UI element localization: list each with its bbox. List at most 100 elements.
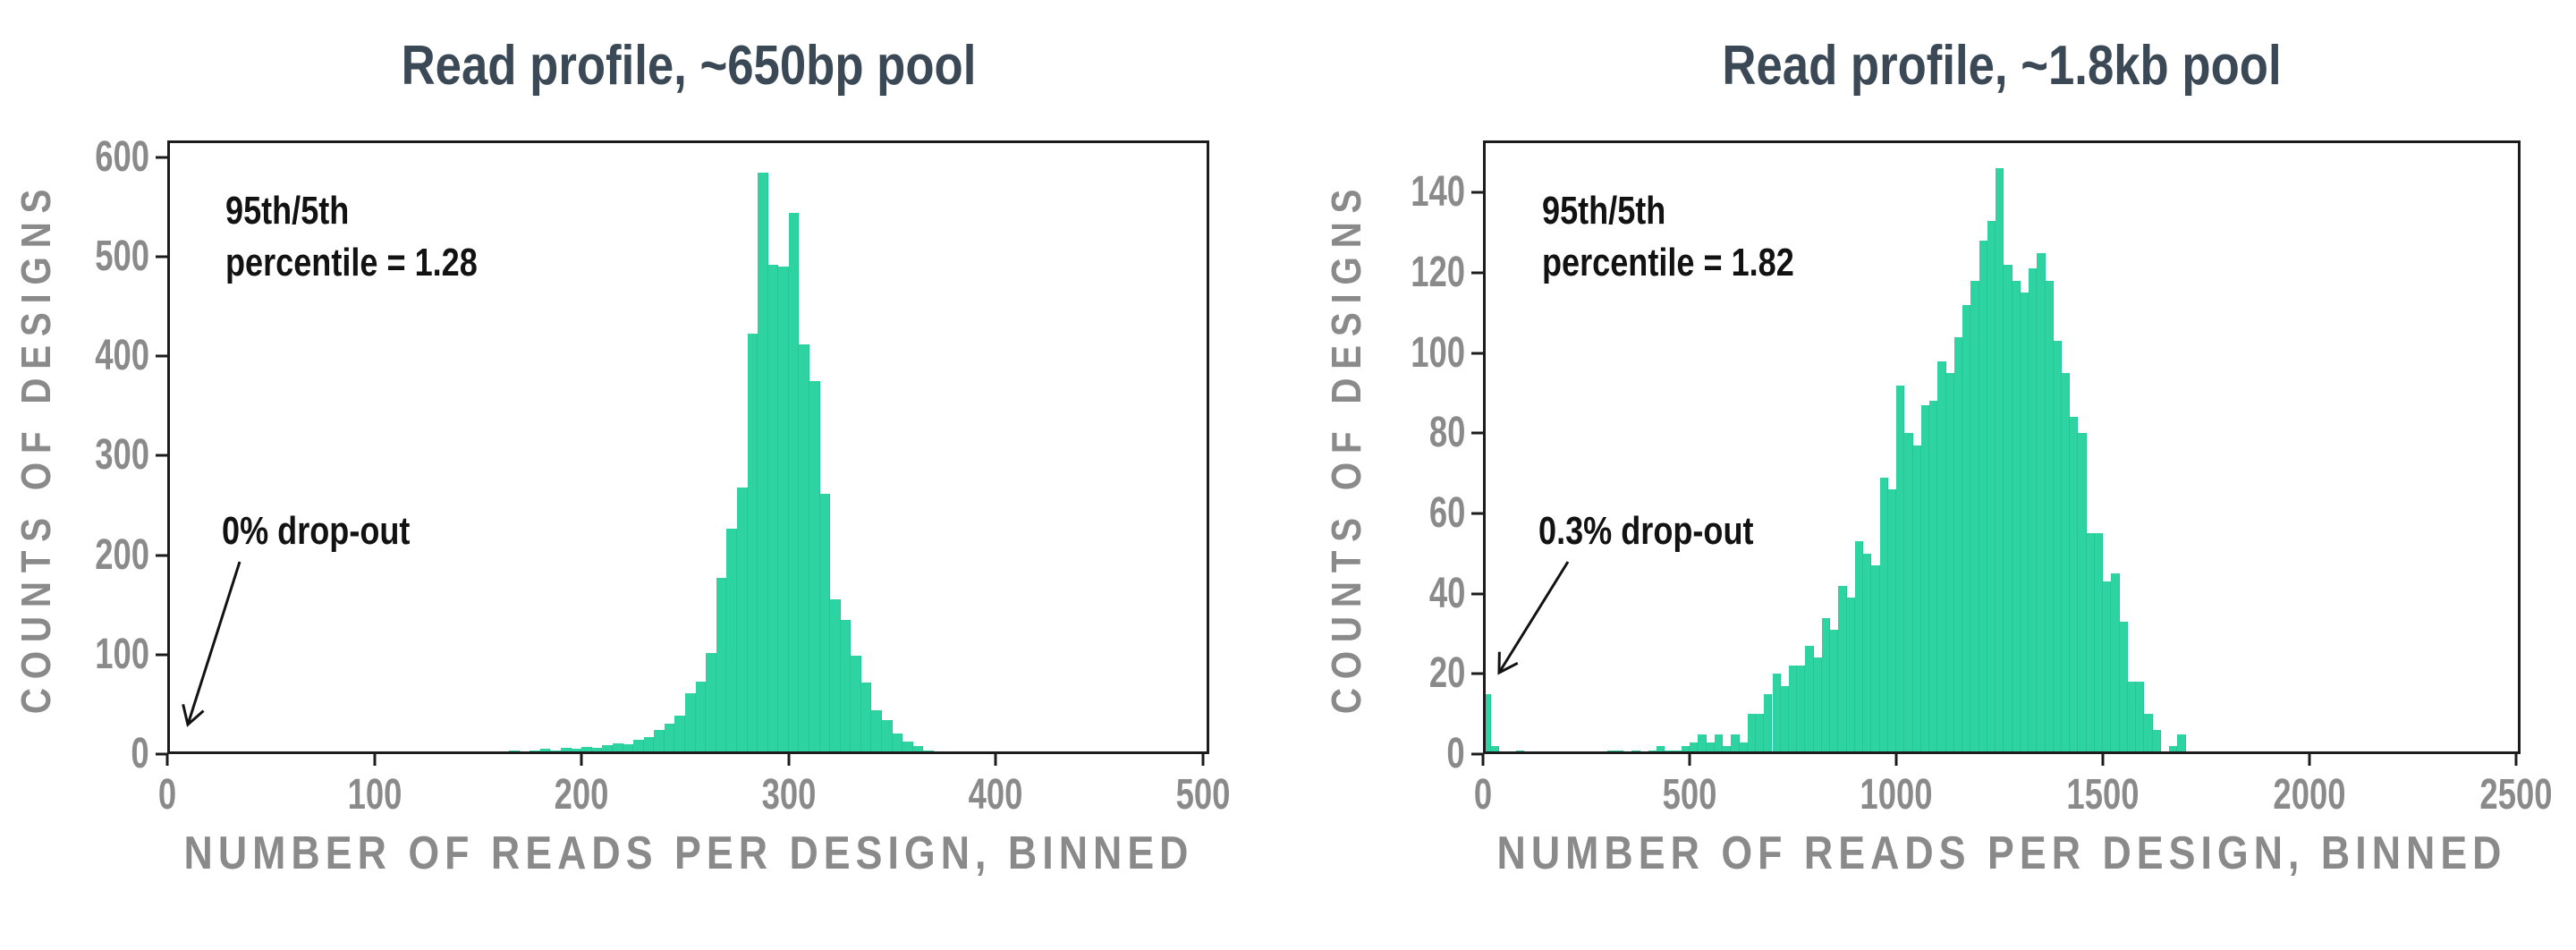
histogram-bar <box>736 488 748 754</box>
histogram-bar <box>539 749 551 754</box>
x-tick-mark <box>994 754 997 766</box>
histogram-bar <box>1904 433 1913 754</box>
histogram-bar <box>840 619 852 754</box>
y-tick-mark <box>156 554 167 557</box>
histogram-bar <box>767 264 779 754</box>
histogram-bar <box>457 751 468 754</box>
y-tick-label: 100 <box>1411 328 1465 377</box>
histogram-bar <box>726 528 737 754</box>
y-tick-mark <box>1471 431 1483 435</box>
x-tick-label: 500 <box>1175 771 1231 819</box>
histogram-bar <box>571 749 582 754</box>
histogram-bar <box>778 267 789 754</box>
histogram-bar <box>2045 280 2054 754</box>
histogram-bar <box>1788 666 1798 754</box>
histogram-bar <box>706 652 716 754</box>
histogram-bar <box>602 745 613 754</box>
histogram-bar <box>819 493 831 754</box>
histogram-bar <box>1912 445 1921 754</box>
histogram-bar <box>695 681 707 754</box>
y-tick-mark <box>156 653 167 657</box>
y-tick-label: 200 <box>95 530 149 579</box>
y-tick-mark <box>1471 352 1483 355</box>
x-tick-mark <box>1688 754 1691 766</box>
x-tick-label: 1500 <box>2066 771 2140 819</box>
y-tick-label: 20 <box>1428 649 1465 698</box>
histogram-bar <box>1854 541 1864 754</box>
histogram-bar <box>747 333 758 754</box>
y-axis-label: COUNTS OF DESIGNS <box>1323 180 1369 715</box>
x-tick-label: 500 <box>1662 771 1717 819</box>
histogram-bar <box>809 381 820 754</box>
y-tick-label: 0 <box>131 730 149 777</box>
histogram-bar <box>788 213 800 754</box>
histogram-bar <box>851 655 861 754</box>
histogram-bar <box>1515 750 1525 754</box>
histogram-bar <box>2037 252 2046 754</box>
y-tick-label: 400 <box>95 332 149 380</box>
histogram-bar <box>633 740 644 754</box>
histogram-bar <box>498 751 510 754</box>
percentile-annotation-line2: percentile = 1.28 <box>225 241 478 284</box>
y-axis-label: COUNTS OF DESIGNS <box>13 180 59 715</box>
histogram-bar <box>882 720 893 754</box>
histogram-bar <box>612 742 623 754</box>
histogram-bar <box>1648 750 1657 754</box>
histogram-bar <box>1772 674 1781 754</box>
histogram-bar <box>2111 573 2120 754</box>
y-tick-mark <box>156 354 167 358</box>
histogram-bar <box>2127 682 2137 754</box>
x-tick-mark <box>373 754 377 766</box>
y-tick-mark <box>156 156 167 159</box>
histogram-bar <box>1945 373 1954 754</box>
histogram-bar <box>487 751 499 754</box>
histogram-bar <box>1846 598 1855 754</box>
histogram-bar <box>1731 734 1740 754</box>
histogram-bar <box>1987 220 1996 754</box>
percentile-annotation-line2: percentile = 1.82 <box>1542 241 1794 284</box>
x-tick-mark <box>2101 754 2105 766</box>
x-tick-label: 1000 <box>1860 771 1933 819</box>
chart-title: Read profile, ~1.8kb pool <box>1722 35 2282 97</box>
x-tick-label: 0 <box>157 771 177 819</box>
histogram-bar <box>2070 417 2079 754</box>
histogram-bar <box>1491 746 1500 754</box>
histogram-bar <box>1764 693 1773 754</box>
histogram-bar <box>1879 477 1888 754</box>
histogram-bar <box>530 750 540 754</box>
histogram-bar <box>1631 750 1640 754</box>
dropout-annotation: 0% drop-out <box>222 509 411 553</box>
x-tick-label: 200 <box>554 771 609 819</box>
x-tick-label: 300 <box>761 771 817 819</box>
histogram-bar <box>2029 268 2038 754</box>
histogram-bar <box>1805 645 1814 754</box>
histogram-bar <box>912 746 924 754</box>
histogram-bar <box>2119 622 2128 754</box>
histogram-bar <box>1698 734 1707 754</box>
histogram-bar <box>1821 617 1831 754</box>
histogram-bar <box>1896 385 1905 754</box>
histogram-bar <box>446 751 458 754</box>
histogram-bar <box>830 598 841 754</box>
y-tick-mark <box>1471 672 1483 675</box>
y-tick-mark <box>1471 191 1483 194</box>
x-tick-label: 100 <box>347 771 402 819</box>
y-tick-label: 100 <box>95 630 149 678</box>
histogram-bar <box>664 723 675 754</box>
y-tick-label: 0 <box>1446 730 1465 777</box>
histogram-bar <box>1780 685 1789 754</box>
histogram-bar <box>2078 433 2087 754</box>
histogram-bar <box>933 751 945 754</box>
histogram-bar <box>591 748 603 754</box>
histogram-bar <box>623 743 634 754</box>
histogram-bar <box>467 751 479 754</box>
histogram-bar <box>1830 630 1839 754</box>
histogram-bar <box>1706 742 1715 754</box>
plot-area: 0 500 1000 1500 2000 2500 0 20 40 60 80 100 120 140 <box>1411 140 2553 817</box>
histogram-bar <box>1723 746 1732 754</box>
x-tick-label: 2500 <box>2479 771 2553 819</box>
histogram-bar <box>436 751 447 754</box>
histogram-bar <box>519 751 530 754</box>
x-tick-label: 400 <box>969 771 1023 819</box>
